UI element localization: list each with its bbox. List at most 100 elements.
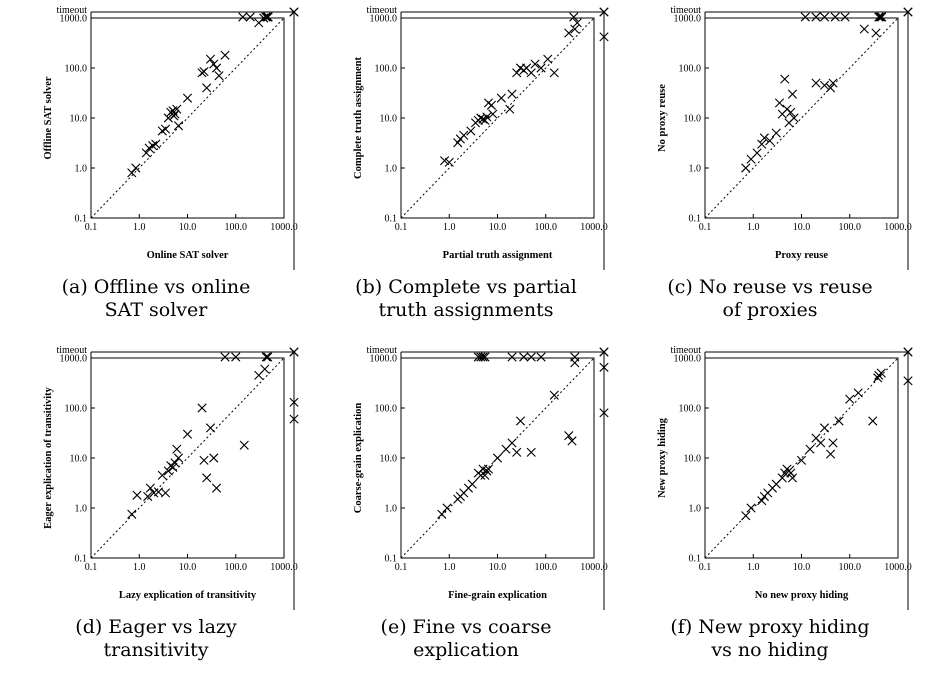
x-tick-label: 100.0 [225, 222, 248, 233]
timeout-point [819, 12, 830, 22]
y-tick-label: 10.0 [684, 114, 702, 125]
timeout-point [289, 397, 299, 407]
x-axis-label: No new proxy hiding [755, 590, 849, 601]
x-tick-label: 1000.0 [884, 222, 912, 233]
data-point [202, 473, 212, 483]
y-tick-label: 10.0 [684, 454, 702, 465]
data-point [170, 109, 180, 119]
caption-a-line2: SAT solver [104, 299, 208, 321]
data-point [199, 66, 209, 77]
caption-b-line1: (b) Complete vs partial [355, 276, 577, 298]
data-point [209, 453, 219, 463]
timeout-point [478, 352, 488, 362]
data-point [205, 423, 216, 433]
data-point [853, 388, 863, 398]
timeout-point [811, 12, 821, 22]
x-tick-label: 1.0 [443, 222, 456, 233]
caption-c: (c) No reuse vs reuse of proxies [620, 276, 920, 322]
data-point [199, 455, 209, 465]
x-tick-label: 10.0 [489, 222, 507, 233]
data-point [765, 136, 775, 146]
y-tick-label: 1.0 [385, 504, 398, 515]
data-point [816, 438, 826, 448]
data-point [752, 148, 762, 158]
timeout-point [220, 352, 230, 362]
y-tick-label: 1.0 [689, 504, 702, 515]
data-point [549, 390, 559, 400]
timeout-point [519, 352, 529, 362]
timeout-point [261, 352, 271, 362]
data-point [564, 28, 574, 38]
x-tick-label: 1.0 [747, 562, 760, 573]
timeout-label: timeout [56, 5, 87, 16]
timeout-point [263, 12, 273, 22]
timeout-point [903, 376, 913, 386]
data-point [482, 112, 492, 122]
timeout-point [536, 352, 546, 362]
data-point [759, 133, 769, 143]
y-tick-label: 100.0 [679, 404, 702, 415]
data-point [505, 104, 515, 114]
timeout-point [526, 352, 536, 362]
timeout-point [261, 12, 271, 22]
y-axis-label: New proxy hiding [657, 417, 668, 497]
y-tick-label: 1.0 [75, 164, 88, 175]
x-tick-label: 100.0 [839, 562, 862, 573]
data-point [172, 104, 182, 114]
data-point [819, 423, 830, 433]
diagonal-line [704, 357, 899, 559]
x-tick-label: 0.1 [395, 222, 408, 233]
timeout-point [480, 352, 490, 362]
y-tick-label: 0.1 [385, 214, 398, 225]
data-point [172, 444, 182, 454]
y-axis-label: Offline SAT solver [43, 76, 54, 159]
data-point [492, 453, 503, 463]
data-point [868, 416, 878, 426]
x-tick-label: 10.0 [793, 222, 811, 233]
x-tick-label: 0.1 [395, 562, 408, 573]
x-tick-label: 100.0 [839, 222, 862, 233]
diagonal-line [400, 17, 595, 219]
x-tick-label: 1000.0 [580, 222, 608, 233]
y-tick-label: 10.0 [70, 454, 88, 465]
panel-d: 0.1 1.0 10.0 100.0 1000.0 0.1 1.0 10.0 100.0 1000… [6, 340, 306, 680]
caption-d: (d) Eager vs lazy transitivity [6, 616, 306, 662]
diagonal-line [90, 17, 285, 219]
caption-c-line1: (c) No reuse vs reuse [667, 276, 873, 298]
data-point [182, 93, 193, 103]
data-point [789, 113, 799, 123]
data-point [543, 54, 553, 64]
data-point [828, 78, 838, 88]
caption-e: (e) Fine vs coarse explication [316, 616, 616, 662]
data-point [127, 509, 137, 519]
data-point [488, 109, 498, 119]
x-tick-label: 1000.0 [580, 562, 608, 573]
data-point [143, 491, 153, 502]
panel-c: 0.1 1.0 10.0 100.0 1000.0 0.1 1.0 10.0 100.0 1000… [620, 0, 920, 340]
data-point [437, 509, 447, 519]
data-point [260, 364, 270, 374]
y-tick-label: 100.0 [375, 404, 398, 415]
x-tick-label: 0.1 [699, 222, 712, 233]
timeout-label: timeout [670, 345, 701, 356]
data-point [459, 130, 469, 140]
y-axis-label: Complete truth assignment [353, 57, 364, 179]
timeout-point [599, 362, 609, 372]
data-point [182, 429, 193, 439]
caption-e-line1: (e) Fine vs coarse [380, 616, 552, 638]
y-axis-label: Coarse-grain explication [353, 403, 364, 514]
y-tick-label: 10.0 [380, 454, 398, 465]
x-axis-label: Lazy explication of transitivity [119, 590, 257, 601]
data-point [289, 347, 299, 357]
data-point [507, 89, 517, 99]
data-point [819, 80, 830, 90]
caption-a: (a) Offline vs online SAT solver [6, 276, 306, 322]
x-tick-label: 10.0 [179, 562, 197, 573]
timeout-label: timeout [56, 345, 87, 356]
timeout-label: timeout [670, 5, 701, 16]
y-tick-label: 0.1 [75, 214, 88, 225]
data-point [786, 468, 796, 478]
timeout-point [245, 12, 255, 22]
y-tick-label: 100.0 [679, 64, 702, 75]
data-point [197, 403, 207, 413]
